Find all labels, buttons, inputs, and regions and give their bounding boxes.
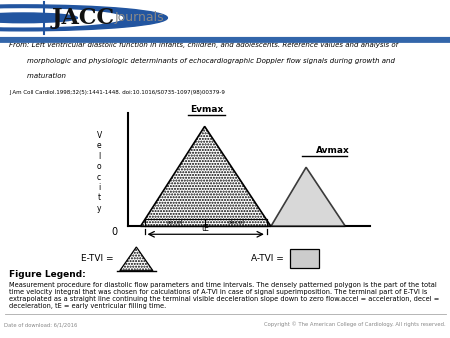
Text: tE: tE bbox=[202, 223, 210, 233]
Text: Journals: Journals bbox=[115, 11, 164, 24]
Circle shape bbox=[0, 5, 167, 31]
Text: maturation: maturation bbox=[9, 73, 66, 79]
Text: accel: accel bbox=[166, 220, 183, 225]
Text: 0: 0 bbox=[112, 227, 118, 238]
Text: Copyright © The American College of Cardiology. All rights reserved.: Copyright © The American College of Card… bbox=[264, 322, 446, 328]
Text: Evmax: Evmax bbox=[190, 105, 223, 114]
Text: Measurement procedure for diastolic flow parameters and time intervals. The dens: Measurement procedure for diastolic flow… bbox=[9, 282, 439, 309]
Text: J Am Coll Cardiol.1998;32(5):1441-1448. doi:10.1016/S0735-1097(98)00379-9: J Am Coll Cardiol.1998;32(5):1441-1448. … bbox=[9, 91, 225, 95]
Text: Avmax: Avmax bbox=[316, 146, 350, 155]
Bar bbox=[289, 248, 319, 268]
Text: decel: decel bbox=[227, 220, 244, 225]
Text: Figure Legend:: Figure Legend: bbox=[9, 270, 86, 280]
Text: From: Left ventricular diastolic function in infants, children, and adolescents.: From: Left ventricular diastolic functio… bbox=[9, 42, 398, 48]
Circle shape bbox=[0, 9, 122, 27]
Text: JACC: JACC bbox=[52, 7, 115, 29]
Text: V
e
l
o
c
i
t
y: V e l o c i t y bbox=[96, 131, 102, 213]
Polygon shape bbox=[271, 167, 346, 226]
Text: E-TVI =: E-TVI = bbox=[81, 254, 113, 263]
Polygon shape bbox=[140, 126, 271, 226]
Polygon shape bbox=[120, 247, 153, 271]
Text: morphologic and physiologic determinants of echocardiographic Doppler flow signa: morphologic and physiologic determinants… bbox=[9, 57, 395, 64]
Circle shape bbox=[0, 13, 77, 23]
Text: A-TVI =: A-TVI = bbox=[251, 254, 284, 263]
Text: Date of download: 6/1/2016: Date of download: 6/1/2016 bbox=[4, 322, 78, 327]
